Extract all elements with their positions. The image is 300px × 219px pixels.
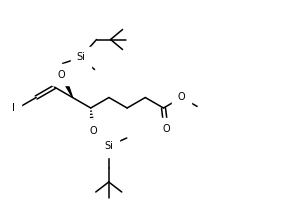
Text: I: I bbox=[12, 103, 15, 113]
Text: O: O bbox=[58, 69, 65, 79]
Text: O: O bbox=[90, 126, 98, 136]
Text: O: O bbox=[178, 92, 185, 101]
Text: Si: Si bbox=[76, 53, 85, 62]
Polygon shape bbox=[60, 74, 73, 97]
Text: Si: Si bbox=[104, 141, 113, 151]
Text: O: O bbox=[163, 124, 170, 134]
